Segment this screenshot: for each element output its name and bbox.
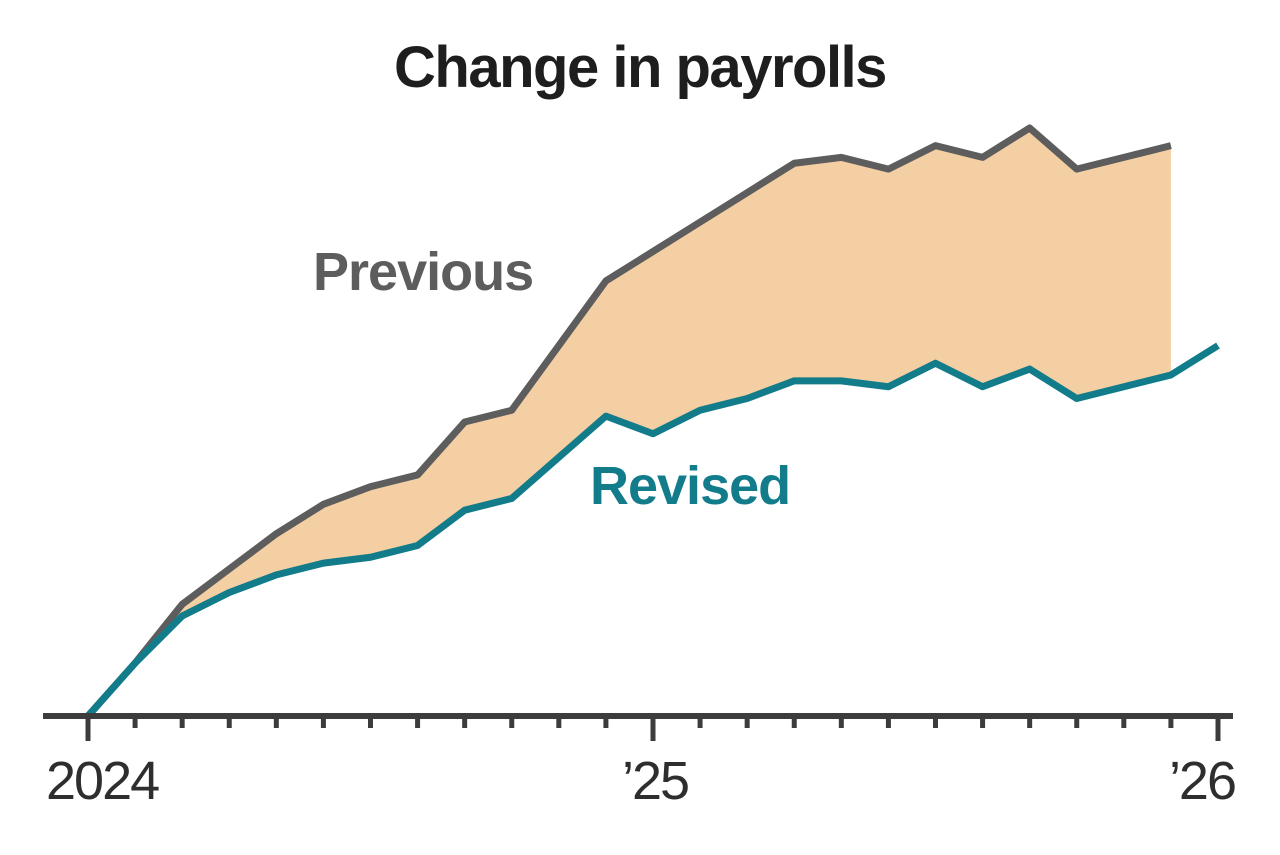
revised-line: [85, 342, 1220, 719]
revised-series-label: Revised: [590, 456, 791, 516]
x-axis-label-2024: 2024: [46, 751, 160, 811]
previous-line: [85, 124, 1172, 719]
chart-title: Change in payrolls: [394, 35, 887, 100]
previous-series-label: Previous: [313, 242, 534, 302]
x-axis-label-26: ’26: [1168, 751, 1237, 811]
x-axis-label-25: ’25: [621, 751, 690, 811]
